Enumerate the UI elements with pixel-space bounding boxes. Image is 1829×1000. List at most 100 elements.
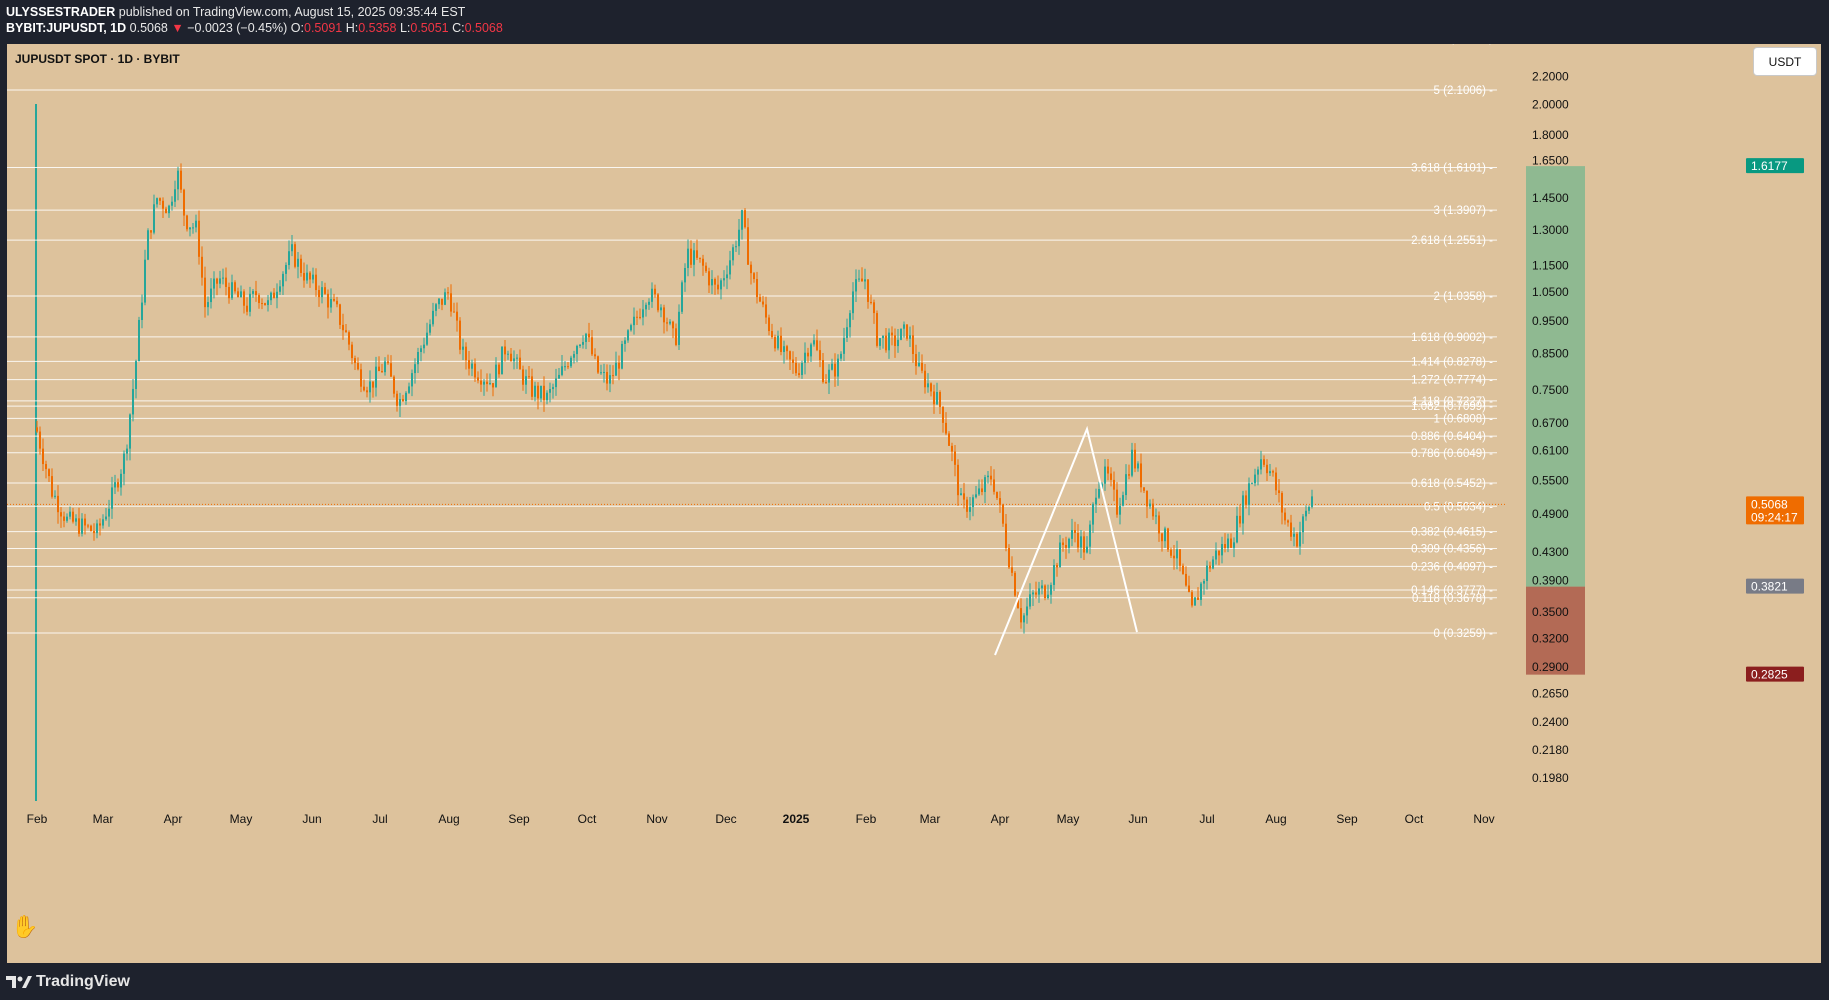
last-price: 0.5068 xyxy=(129,21,168,35)
fib-label: 0.5 (0.5034) - xyxy=(1424,501,1493,513)
candle-body xyxy=(723,278,725,281)
candle-body xyxy=(936,391,938,405)
candle-body xyxy=(969,507,971,512)
candle-body xyxy=(1209,565,1211,569)
candle-body xyxy=(1008,548,1010,568)
candle-body xyxy=(849,313,851,328)
candle-body xyxy=(1125,474,1127,496)
candle-body xyxy=(471,363,473,369)
candle-body xyxy=(1245,495,1247,505)
candle-body xyxy=(126,448,128,454)
candle-body xyxy=(789,351,791,360)
candle-body xyxy=(1275,472,1277,491)
candle-body xyxy=(981,488,983,493)
candle-body xyxy=(927,383,929,388)
candle-body xyxy=(1047,594,1049,599)
symbol-label[interactable]: BYBIT:JUPUSDT, 1D xyxy=(6,21,127,35)
currency-button[interactable]: USDT xyxy=(1753,47,1817,76)
candle-body xyxy=(726,274,728,279)
candle-body xyxy=(189,227,191,230)
candle-body xyxy=(1302,516,1304,533)
candle-body xyxy=(228,286,230,299)
price-axis-label: 0.6700 xyxy=(1532,416,1569,430)
candle-body xyxy=(1218,550,1220,556)
fib-label: 1 (0.6808) - xyxy=(1434,413,1494,425)
candle-body xyxy=(1038,588,1040,595)
candle-body xyxy=(1293,533,1295,537)
candle-body xyxy=(699,257,701,259)
candle-body xyxy=(1152,503,1154,517)
time-axis-label: Feb xyxy=(27,812,48,826)
candle-body xyxy=(906,324,908,339)
candle-body xyxy=(1065,544,1067,548)
candle-body xyxy=(792,359,794,363)
candle-body xyxy=(96,523,98,534)
candle-body xyxy=(432,310,434,325)
candle-body xyxy=(201,256,203,278)
candle-body xyxy=(1023,615,1025,623)
candle-body xyxy=(948,433,950,446)
candle-body xyxy=(618,362,620,369)
candle-body xyxy=(54,495,56,497)
candle-body xyxy=(1092,504,1094,525)
high-label: H: xyxy=(345,21,359,35)
candle-body xyxy=(513,358,515,362)
candle-body xyxy=(207,302,209,308)
fib-label: 0.786 (0.6049) - xyxy=(1411,448,1493,460)
candle-body xyxy=(720,280,722,290)
candle-body xyxy=(621,343,623,369)
candle-body xyxy=(993,479,995,492)
price-axis-label: 0.3900 xyxy=(1532,574,1569,588)
price-chart[interactable]: 5 (2.1006) - 3.618 (1.6101) - 3 (1.3907) -… xyxy=(7,44,1821,963)
candle-body xyxy=(498,364,500,375)
tradingview-logo-icon xyxy=(6,976,32,988)
candle-body xyxy=(342,324,344,331)
candle-body xyxy=(1161,533,1163,542)
candle-body xyxy=(591,337,593,355)
tradingview-logo[interactable]: TradingView xyxy=(6,973,130,991)
candle-body xyxy=(564,366,566,368)
candle-body xyxy=(813,340,815,345)
candle-body xyxy=(453,311,455,313)
candle-body xyxy=(384,361,386,373)
candle-body xyxy=(765,304,767,318)
candle-body xyxy=(1311,496,1313,507)
candle-body xyxy=(744,210,746,228)
candle-body xyxy=(249,293,251,312)
candle-body xyxy=(999,498,1001,505)
candle-body xyxy=(1044,585,1046,599)
candle-body xyxy=(1140,463,1142,488)
fib-label: 2 (1.0358) - xyxy=(1434,291,1494,303)
candle-body xyxy=(1200,583,1202,600)
time-axis-label: Nov xyxy=(1473,812,1494,826)
candle-body xyxy=(543,385,545,401)
candle-body xyxy=(972,497,974,508)
fib-label: 0.146 (0.3777) - xyxy=(1411,585,1493,597)
candle-body xyxy=(273,292,275,299)
candle-body xyxy=(951,445,953,452)
candle-body xyxy=(1284,512,1286,521)
candle-body xyxy=(69,511,71,517)
candle-body xyxy=(843,337,845,354)
candle-body xyxy=(615,362,617,376)
candle-body xyxy=(912,335,914,355)
author-name[interactable]: ULYSSESTRADER xyxy=(6,5,116,19)
candle-body xyxy=(987,475,989,478)
candle-body xyxy=(408,386,410,393)
candle-body xyxy=(108,508,110,517)
candle-body xyxy=(642,309,644,318)
chart-pane[interactable]: 5 (2.1006) - 3.618 (1.6101) - 3 (1.3907) -… xyxy=(7,44,1821,963)
hand-cursor-icon: ✋ xyxy=(11,914,39,939)
price-axis-label: 0.2400 xyxy=(1532,715,1569,729)
candle-body xyxy=(420,348,422,352)
candle-body xyxy=(1170,549,1172,556)
candle-body xyxy=(1233,542,1235,548)
candle-body xyxy=(669,321,671,324)
long-position-target-zone xyxy=(1526,166,1585,587)
candle-body xyxy=(588,333,590,338)
candle-body xyxy=(630,325,632,331)
fib-label: 1.082 (0.7099) - xyxy=(1411,401,1493,413)
candle-body xyxy=(567,366,569,368)
candle-body xyxy=(888,332,890,351)
candle-body xyxy=(390,363,392,377)
